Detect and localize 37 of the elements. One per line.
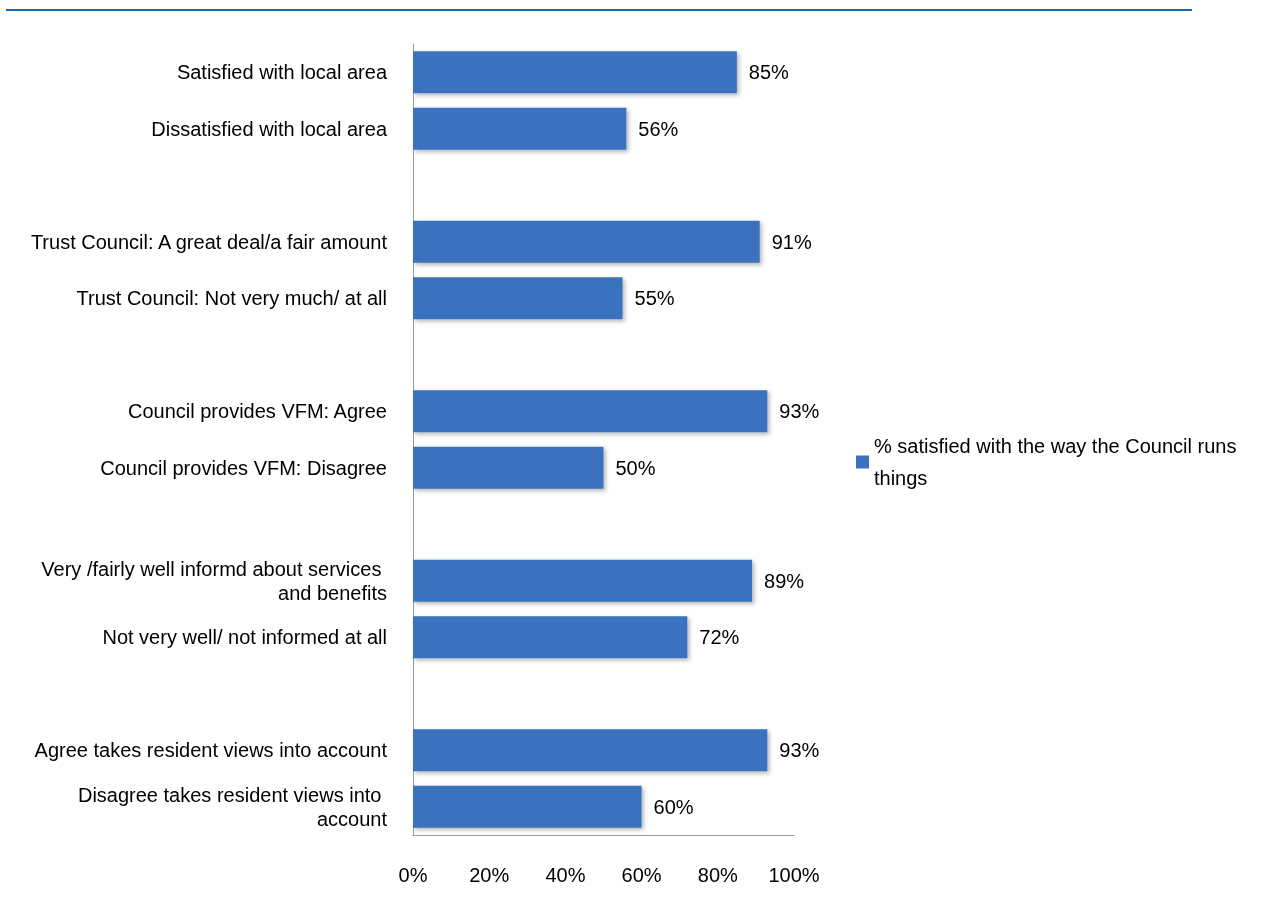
data-label: 50% [615, 456, 656, 479]
bar [413, 277, 623, 320]
bar [413, 51, 737, 94]
x-tick-label: 0% [398, 864, 428, 886]
y-tick-label: Agree takes resident views into account [34, 739, 388, 762]
data-label: 72% [699, 626, 740, 649]
y-tick-label: Not very well/ not informed at all [102, 626, 387, 649]
y-tick-label: Dissatisfied with local area [151, 117, 388, 140]
y-tick-label: Satisfied with local area [176, 61, 388, 84]
data-label: 60% [653, 795, 694, 818]
x-tick-label: 60% [621, 864, 662, 886]
data-label: 85% [748, 61, 790, 84]
bar [413, 446, 604, 489]
bar [413, 616, 688, 659]
x-tick-label: 100% [768, 864, 820, 886]
legend-label: % satisfied with the way the Council runs things [874, 435, 1242, 489]
bar [413, 390, 768, 433]
bar [413, 220, 760, 263]
data-label: 55% [634, 287, 675, 310]
bar [413, 107, 627, 150]
data-label: 56% [638, 117, 679, 140]
data-label: 91% [771, 230, 812, 253]
x-tick-label: 80% [697, 864, 739, 886]
data-label: 93% [779, 400, 820, 423]
y-tick-label: Council provides VFM: Agree [127, 400, 387, 423]
bar [413, 559, 753, 602]
data-label: 93% [779, 739, 820, 762]
y-tick-label: Trust Council: A great deal/a fair amount [30, 230, 388, 253]
x-tick-label: 40% [545, 864, 586, 886]
bar [413, 729, 768, 772]
y-tick-label: Trust Council: Not very much/ at all [76, 287, 387, 310]
x-tick-label: 20% [469, 864, 510, 886]
bar [413, 785, 642, 828]
data-label: 89% [764, 569, 805, 592]
y-tick-label: Disagree takes resident views into account [77, 783, 388, 830]
y-tick-label: Council provides VFM: Disagree [100, 456, 387, 479]
y-tick-label: Very /fairly well informd about services and benefits [41, 557, 387, 604]
